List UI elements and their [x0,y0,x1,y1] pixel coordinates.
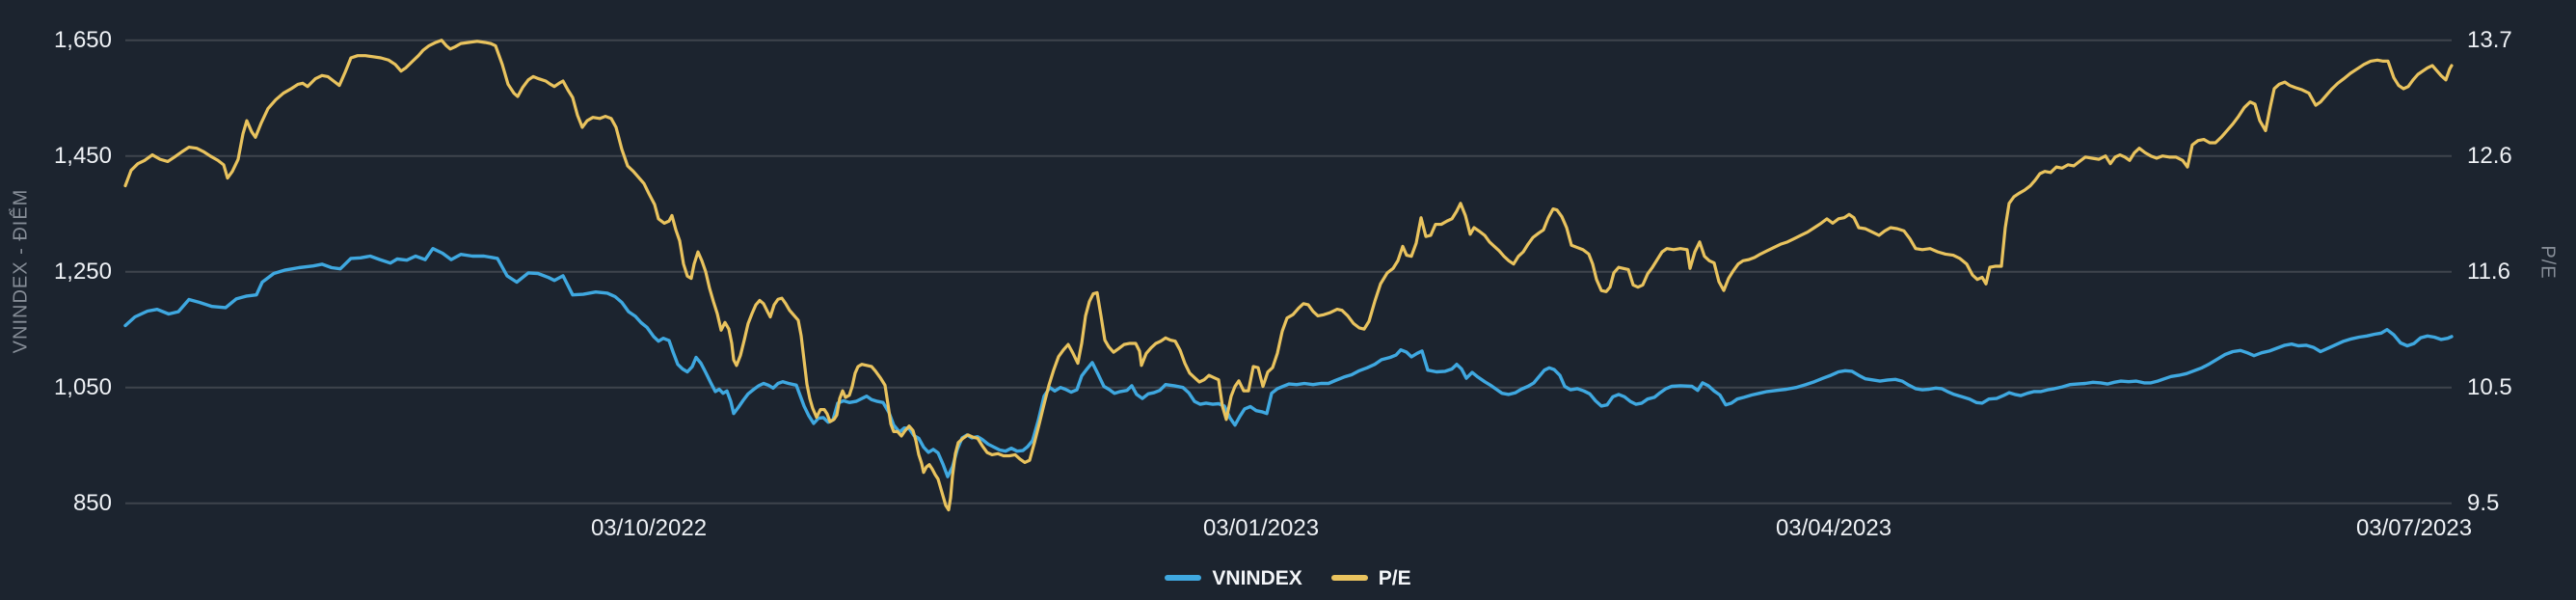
right-axis-tick-label: 9.5 [2467,489,2500,516]
chart-legend: VNINDEX P/E [0,563,2576,592]
right-axis-tick-label: 11.6 [2467,258,2510,285]
legend-line-swatch [1330,575,1368,581]
legend-label: VNINDEX [1212,566,1302,589]
left-axis-tick-label: 1,050 [53,373,112,400]
right-axis-tick-label: 10.5 [2467,373,2512,400]
left-axis-tick-label: 1,650 [53,26,112,53]
legend-item-p-e[interactable]: P/E [1330,566,1411,589]
left-axis-tick-label: 1,250 [53,258,112,285]
x-axis-tick-label: 03/01/2023 [1202,515,1320,541]
right-axis-tick-label: 13.7 [2467,26,2512,53]
legend-line-swatch [1165,575,1202,581]
x-axis-tick-label: 03/10/2022 [590,515,708,541]
x-axis-tick-label: 03/07/2023 [2355,515,2473,541]
legend-item-vnindex[interactable]: VNINDEX [1165,566,1302,589]
x-axis-tick-label: 03/04/2023 [1775,515,1892,541]
right-axis-tick-label: 12.6 [2467,142,2512,169]
left-axis-title: VNINDEX - ĐIỂM [10,188,32,354]
right-axis-title: P/E [2536,245,2559,280]
left-axis-tick-label: 1,450 [53,142,112,169]
legend-label: P/E [1378,566,1411,589]
p-e-line[interactable] [123,39,2454,512]
vnindex-line[interactable] [123,247,2454,478]
left-axis-tick-label: 850 [72,489,112,516]
